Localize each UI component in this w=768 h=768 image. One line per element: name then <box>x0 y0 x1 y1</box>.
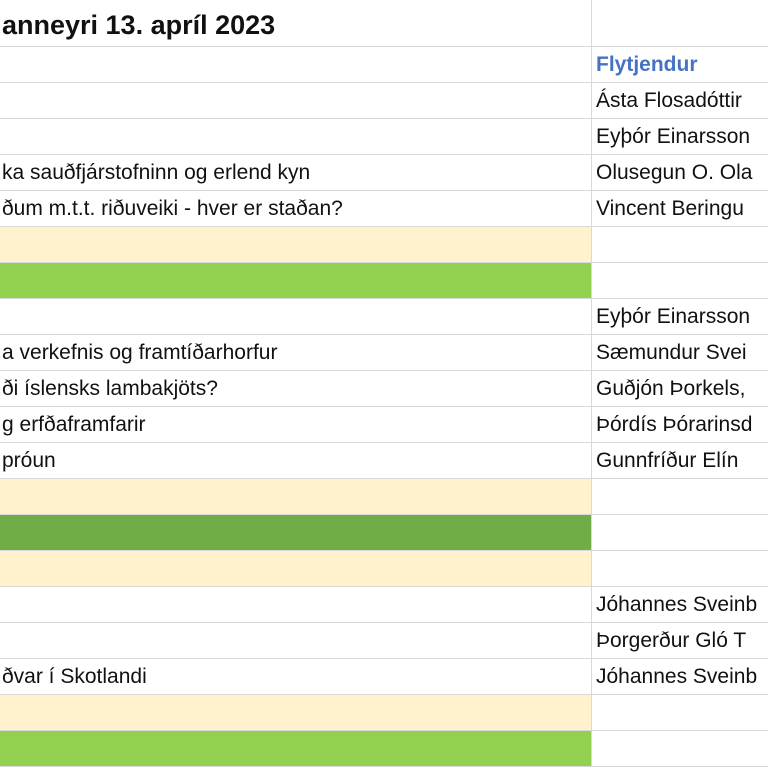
presenter-cell[interactable]: Gunnfríður Elín <box>591 443 768 478</box>
presenter-cell[interactable]: Jóhannes Sveinb <box>591 659 768 694</box>
presenter-cell[interactable] <box>591 479 768 514</box>
presenter-cell[interactable]: Vincent Beringu <box>591 191 768 226</box>
cell[interactable] <box>591 0 768 46</box>
table-row: ka sauðfjárstofninn og erlend kyn Olusegu… <box>0 155 768 191</box>
session-topic-cell[interactable]: ðum m.t.t. riðuveiki - hver er staðan? <box>2 197 343 220</box>
table-row <box>0 551 768 587</box>
presenter-cell[interactable]: Ásta Flosadóttir <box>591 83 768 118</box>
session-topic-cell[interactable]: a verkefnis og framtíðarhorfur <box>2 341 278 364</box>
session-topic-cell[interactable] <box>0 83 591 118</box>
presenter-cell[interactable] <box>591 695 768 730</box>
presenter-cell[interactable]: Sæmundur Svei <box>591 335 768 370</box>
presenter-cell[interactable] <box>591 263 768 298</box>
table-row: Jóhannes Sveinb <box>0 587 768 623</box>
table-row <box>0 731 768 767</box>
session-topic-cell[interactable] <box>0 227 591 262</box>
session-topic-cell[interactable]: ka sauðfjárstofninn og erlend kyn <box>2 161 311 184</box>
session-topic-cell[interactable] <box>0 731 591 766</box>
session-topic-cell[interactable] <box>0 695 591 730</box>
presenter-cell[interactable]: Guðjón Þorkels, <box>591 371 768 406</box>
presenter-cell[interactable] <box>591 731 768 766</box>
title-row: anneyri 13. apríl 2023 <box>0 0 768 47</box>
presenter-cell[interactable] <box>591 227 768 262</box>
sheet-title[interactable]: anneyri 13. apríl 2023 <box>2 10 276 40</box>
session-topic-cell[interactable] <box>0 47 591 82</box>
presenter-cell[interactable]: Jóhannes Sveinb <box>591 587 768 622</box>
table-row: a verkefnis og framtíðarhorfur Sæmundur S… <box>0 335 768 371</box>
table-row: próun Gunnfríður Elín <box>0 443 768 479</box>
table-row: ði íslensks lambakjöts? Guðjón Þorkels, <box>0 371 768 407</box>
table-row <box>0 515 768 551</box>
table-row: Flytjendur <box>0 47 768 83</box>
table-row: ðvar í Skotlandi Jóhannes Sveinb <box>0 659 768 695</box>
table-row <box>0 479 768 515</box>
session-topic-cell[interactable] <box>0 479 591 514</box>
table-row: Ásta Flosadóttir <box>0 83 768 119</box>
presenter-cell[interactable] <box>591 515 768 550</box>
presenters-header[interactable]: Flytjendur <box>591 47 768 82</box>
table-row: Þorgerður Gló T <box>0 623 768 659</box>
session-topic-cell[interactable] <box>0 119 591 154</box>
session-topic-cell[interactable]: próun <box>2 449 56 472</box>
session-topic-cell[interactable] <box>0 587 591 622</box>
presenter-cell[interactable]: Eyþór Einarsson <box>591 119 768 154</box>
table-row <box>0 695 768 731</box>
presenter-cell[interactable]: Þorgerður Gló T <box>591 623 768 658</box>
session-topic-cell[interactable]: ði íslensks lambakjöts? <box>2 377 218 400</box>
table-row: g erfðaframfarir Þórdís Þórarinsd <box>0 407 768 443</box>
session-topic-cell[interactable]: ðvar í Skotlandi <box>2 665 147 688</box>
table-row <box>0 227 768 263</box>
session-topic-cell[interactable] <box>0 515 591 550</box>
session-topic-cell[interactable]: g erfðaframfarir <box>2 413 146 436</box>
session-topic-cell[interactable] <box>0 299 591 334</box>
presenter-cell[interactable]: Eyþór Einarsson <box>591 299 768 334</box>
presenter-cell[interactable]: Olusegun O. Ola <box>591 155 768 190</box>
session-topic-cell[interactable] <box>0 263 591 298</box>
table-row: Eyþór Einarsson <box>0 119 768 155</box>
presenter-cell[interactable]: Þórdís Þórarinsd <box>591 407 768 442</box>
session-topic-cell[interactable] <box>0 551 591 586</box>
table-row: Eyþór Einarsson <box>0 299 768 335</box>
presenter-cell[interactable] <box>591 551 768 586</box>
session-topic-cell[interactable] <box>0 623 591 658</box>
table-row <box>0 263 768 299</box>
table-row: ðum m.t.t. riðuveiki - hver er staðan? Vi… <box>0 191 768 227</box>
